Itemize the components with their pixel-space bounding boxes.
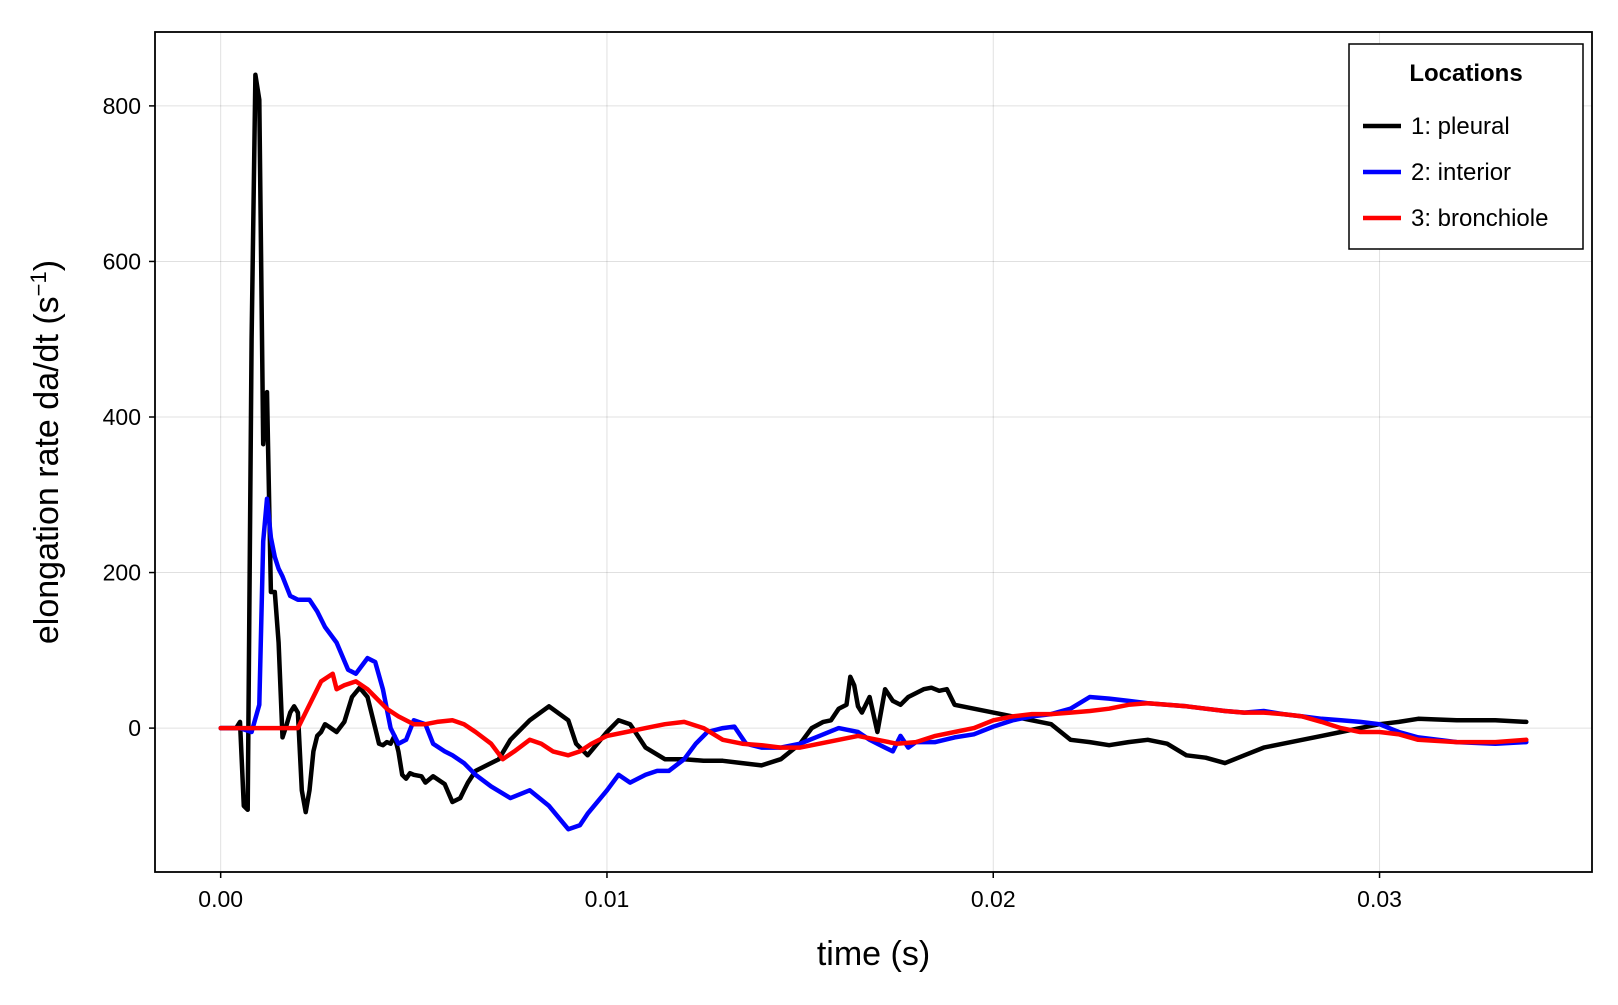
x-tick-label: 0.03 (1357, 886, 1402, 912)
x-tick-label: 0.00 (198, 886, 243, 912)
y-tick-label: 200 (103, 560, 141, 586)
y-tick-label: 400 (103, 404, 141, 430)
legend-title: Locations (1409, 60, 1522, 87)
axis-ticks: 0.00 0.01 0.02 0.03 0 200 400 600 800 (103, 93, 1402, 912)
x-axis-label: time (s) (817, 935, 930, 973)
plot-frame (154, 31, 1593, 873)
y-axis-label-sup: −1 (26, 271, 51, 296)
legend-label-3: 3: bronchiole (1411, 205, 1548, 232)
y-axis-label-main: elongation rate da/dt (s (28, 296, 66, 644)
legend-box (1348, 43, 1584, 250)
y-tick-label: 600 (103, 248, 141, 274)
legend-label-1: 1: pleural (1411, 113, 1510, 140)
y-tick-label: 800 (103, 93, 141, 119)
x-tick-label: 0.01 (585, 886, 630, 912)
legend-label-2: 2: interior (1411, 159, 1511, 186)
series-lines (218, 72, 1529, 832)
series-line-3 (218, 671, 1529, 762)
y-tick-label: 0 (128, 715, 141, 741)
y-axis-label: elongation rate da/dt (s−1) (26, 260, 67, 644)
legend: Locations 1: pleural 2: interior 3: bronch… (1348, 43, 1584, 250)
series-line-1 (218, 72, 1529, 815)
y-axis-label-close: ) (28, 260, 66, 271)
x-tick-label: 0.02 (971, 886, 1016, 912)
